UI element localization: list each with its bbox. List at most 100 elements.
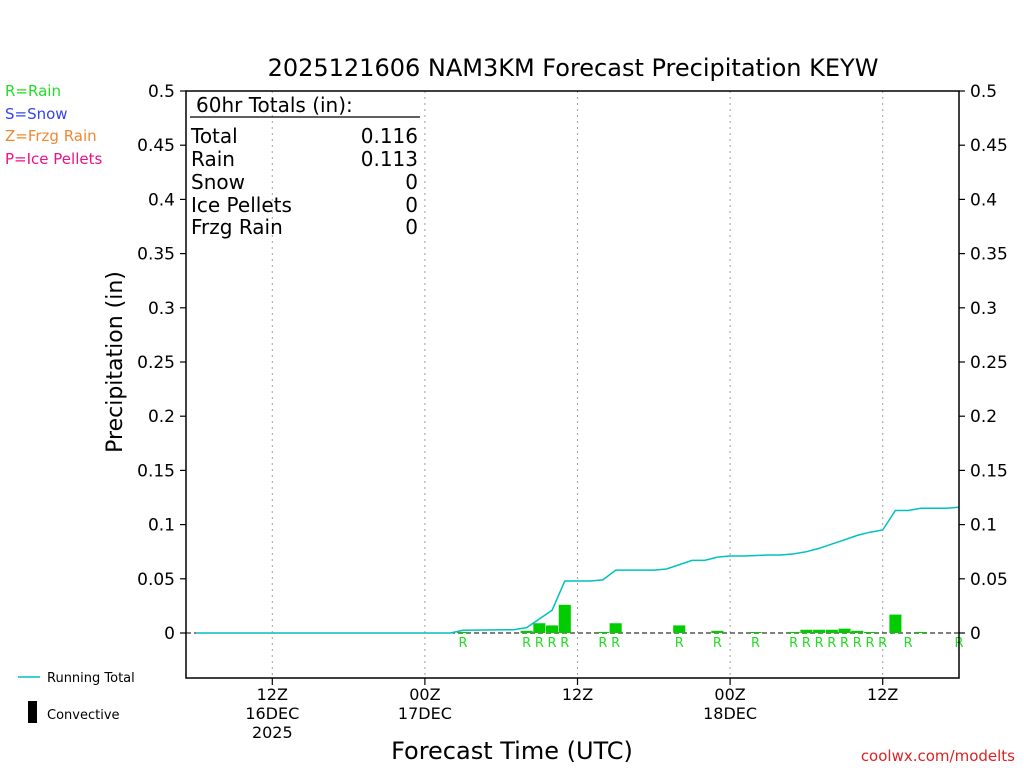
type-marker-6: R xyxy=(611,636,620,651)
xtick-label-2-0: 12Z xyxy=(562,685,593,704)
ytick-right-label-7: 0.15 xyxy=(970,461,1008,481)
ytick-right-label-3: 0.35 xyxy=(970,245,1008,265)
type-marker-15: R xyxy=(853,636,862,651)
precip-bar-6 xyxy=(609,623,622,633)
type-marker-5: R xyxy=(598,636,607,651)
precip-bar-3 xyxy=(546,625,559,633)
type-marker-13: R xyxy=(827,636,836,651)
ytick-left-label-1: 0.45 xyxy=(137,136,175,156)
precip-bars xyxy=(457,604,927,633)
ytick-left-label-10: 0 xyxy=(164,624,175,644)
type-marker-3: R xyxy=(548,636,557,651)
ytick-left-label-5: 0.25 xyxy=(137,353,175,373)
totals-value-rain: 0.113 xyxy=(361,147,418,171)
xtick-label-1-0: 00Z xyxy=(409,685,440,704)
xtick-label-0-2: 2025 xyxy=(252,723,293,742)
footer-credit: coolwx.com/modelts xyxy=(861,747,1015,765)
ytick-left-label-6: 0.2 xyxy=(148,407,175,427)
xtick-label-3-1: 18DEC xyxy=(703,704,757,723)
precip-bar-15 xyxy=(851,630,864,633)
totals-value-total: 0.116 xyxy=(361,124,418,148)
legend-rain: R=Rain xyxy=(5,82,61,100)
type-marker-10: R xyxy=(789,636,798,651)
running-total-legend-label: Running Total xyxy=(47,671,135,686)
precip-bar-9 xyxy=(749,632,762,633)
ytick-left-label-0: 0.5 xyxy=(148,82,175,102)
precip-bar-13 xyxy=(825,629,838,633)
precip-bar-4 xyxy=(558,604,571,633)
ytick-right-label-0: 0.5 xyxy=(970,82,997,102)
type-marker-16: R xyxy=(865,636,874,651)
type-marker-12: R xyxy=(815,636,824,651)
legend-ice-pellets: P=Ice Pellets xyxy=(5,150,102,168)
ytick-right-label-10: 0 xyxy=(970,624,981,644)
totals-label-ice-pellets: Ice Pellets xyxy=(191,193,292,217)
precip-bar-12 xyxy=(813,629,826,633)
y-ticks: 0.5 0.5 0.45 0.45 0.4 0.4 0.35 0.35 0.3 0.3 0.25 0.… xyxy=(137,82,1008,644)
precip-bar-18 xyxy=(914,631,927,633)
precip-bar-5 xyxy=(596,631,609,633)
precip-bar-7 xyxy=(673,625,686,633)
totals-value-frzg-rain: 0 xyxy=(405,215,418,239)
convective-legend-label: Convective xyxy=(47,708,120,723)
x-axis-label: Forecast Time (UTC) xyxy=(391,737,633,765)
type-marker-14: R xyxy=(840,636,849,651)
xtick-label-0-1: 16DEC xyxy=(245,704,299,723)
precip-bar-1 xyxy=(520,630,533,633)
plot-frame xyxy=(185,90,960,679)
ytick-right-label-5: 0.25 xyxy=(970,353,1008,373)
type-marker-7: R xyxy=(675,636,684,651)
totals-label-total: Total xyxy=(190,124,238,148)
ytick-left-label-7: 0.15 xyxy=(137,461,175,481)
legend-frzg-rain: Z=Frzg Rain xyxy=(5,127,97,145)
precip-bar-11 xyxy=(800,629,813,633)
precip-bar-8 xyxy=(711,630,724,633)
vertical-gridlines xyxy=(271,91,884,678)
type-marker-4: R xyxy=(560,636,569,651)
precip-bar-16 xyxy=(863,631,877,633)
xtick-label-4-0: 12Z xyxy=(867,685,898,704)
totals-label-snow: Snow xyxy=(191,170,245,194)
type-marker-8: R xyxy=(713,636,722,651)
precip-bar-10 xyxy=(787,631,800,633)
type-marker-2: R xyxy=(535,636,544,651)
chart-title: 2025121606 NAM3KM Forecast Precipitation… xyxy=(268,54,879,82)
type-marker-0: R xyxy=(459,636,468,651)
totals-header: 60hr Totals (in): xyxy=(196,93,353,117)
totals-label-frzg-rain: Frzg Rain xyxy=(191,215,283,239)
totals-box: 60hr Totals (in): Total 0.116 Rain 0.113… xyxy=(190,93,420,239)
type-marker-9: R xyxy=(751,636,760,651)
ytick-left-label-3: 0.35 xyxy=(137,245,175,265)
totals-value-ice-pellets: 0 xyxy=(405,193,418,217)
precip-bar-0 xyxy=(457,631,470,633)
totals-label-rain: Rain xyxy=(191,147,235,171)
ytick-left-label-4: 0.3 xyxy=(148,299,175,319)
y-axis-label: Precipitation (in) xyxy=(103,271,128,453)
ytick-right-label-4: 0.3 xyxy=(970,299,997,319)
xtick-label-1-1: 17DEC xyxy=(398,704,452,723)
running-total-line xyxy=(196,506,960,634)
type-marker-17: R xyxy=(878,636,887,651)
convective-legend-swatch xyxy=(28,701,37,723)
ytick-left-label-8: 0.1 xyxy=(148,516,175,536)
xtick-label-0-0: 12Z xyxy=(257,685,288,704)
ytick-right-label-6: 0.2 xyxy=(970,407,997,427)
type-marker-18: R xyxy=(904,636,913,651)
type-marker-1: R xyxy=(522,636,531,651)
precip-bar-2 xyxy=(533,623,546,633)
legend-snow: S=Snow xyxy=(5,105,68,123)
ytick-left-label-9: 0.05 xyxy=(137,570,175,590)
ytick-left-label-2: 0.4 xyxy=(148,190,175,210)
ytick-right-label-8: 0.1 xyxy=(970,516,997,536)
precip-bar-17 xyxy=(889,614,902,633)
ytick-right-label-9: 0.05 xyxy=(970,570,1008,590)
precip-bar-14 xyxy=(838,628,851,633)
xtick-label-3-0: 00Z xyxy=(714,685,745,704)
running-total-series xyxy=(196,506,960,634)
ytick-right-label-2: 0.4 xyxy=(970,190,997,210)
totals-value-snow: 0 xyxy=(405,170,418,194)
type-marker-11: R xyxy=(802,636,811,651)
